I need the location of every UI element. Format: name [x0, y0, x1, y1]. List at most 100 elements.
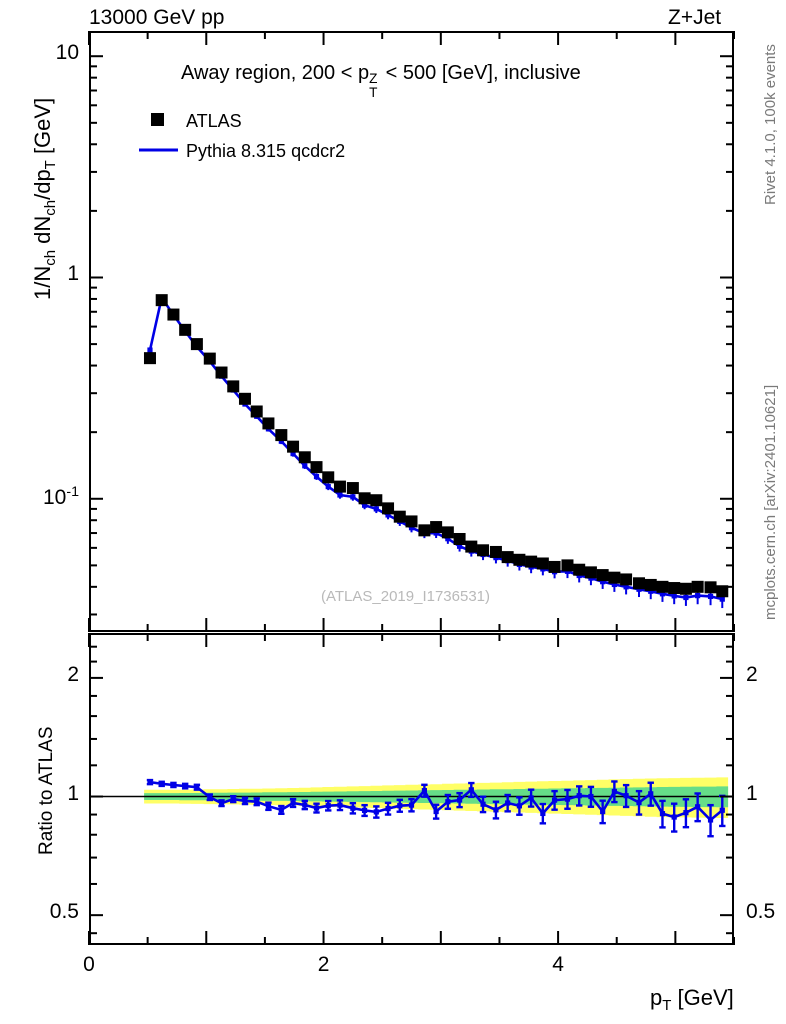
ratio-marker	[421, 788, 427, 794]
ratio-plot-frame	[89, 633, 734, 945]
ratio-marker	[325, 803, 331, 809]
ratio-marker	[290, 800, 296, 806]
y-ratio-tick-label-right-1: 1	[746, 781, 758, 805]
ratio-marker	[230, 796, 236, 802]
atlas-marker	[167, 308, 180, 321]
ratio-marker	[278, 807, 284, 813]
atlas-marker	[465, 540, 478, 553]
pythia-marker	[719, 596, 725, 602]
atlas-marker	[250, 405, 263, 418]
y-ratio-tick-label-1: 1	[67, 781, 79, 805]
pythia-marker	[350, 494, 356, 500]
y-main-tick-label-2: 10-1	[42, 483, 79, 509]
y-ratio-tick-label-right-0: 2	[746, 662, 758, 686]
ratio-marker	[611, 788, 617, 795]
ratio-marker	[433, 808, 439, 815]
atlas-marker	[453, 532, 466, 545]
atlas-marker	[227, 380, 240, 393]
y-axis-main-label: 1/Nch dNch/dpT [GeV]	[30, 97, 60, 300]
y-main-tick-label-0: 10	[55, 41, 79, 65]
pythia-marker	[278, 438, 284, 444]
y-axis-ratio-label: Ratio to ATLAS	[36, 726, 57, 856]
y-ratio-tick-label-2: 0.5	[49, 900, 79, 924]
atlas-marker	[644, 578, 657, 591]
ratio-marker	[671, 814, 677, 820]
pythia-marker	[361, 502, 368, 508]
ratio-marker	[540, 810, 546, 817]
atlas-marker	[477, 544, 490, 557]
ratio-marker	[600, 808, 606, 815]
ratio-marker	[707, 817, 714, 823]
atlas-marker	[238, 392, 251, 405]
atlas-marker	[656, 580, 669, 593]
atlas-marker	[405, 515, 418, 528]
pythia-marker	[337, 492, 343, 498]
dataset-watermark: (ATLAS_2019_I1736531)	[321, 588, 491, 605]
y-ratio-tick-label-right-2: 0.5	[746, 900, 776, 924]
pythia-marker	[707, 593, 714, 600]
pythia-marker	[325, 484, 331, 490]
ratio-marker	[468, 787, 474, 793]
ratio-marker	[528, 795, 534, 801]
atlas-marker	[668, 582, 681, 595]
ratio-marker	[456, 797, 463, 803]
atlas-marker	[215, 366, 228, 379]
ratio-marker	[480, 801, 486, 807]
ratio-marker	[493, 807, 499, 813]
pythia-marker	[648, 588, 654, 594]
atlas-marker	[190, 338, 203, 351]
x-tick-label-0: 0	[83, 953, 95, 976]
pythia-marker	[683, 594, 689, 601]
atlas-marker	[203, 352, 216, 365]
atlas-marker	[620, 573, 633, 586]
pythia-marker	[385, 512, 391, 518]
atlas-marker	[262, 417, 275, 430]
side-label-mcplots: mcplots.cern.ch [arXiv:2401.10621]	[762, 384, 779, 620]
side-label-rivet: Rivet 4.1.0, 100k events	[762, 44, 779, 205]
ratio-marker	[207, 794, 213, 800]
ratio-marker	[361, 807, 368, 814]
atlas-marker	[298, 451, 311, 464]
atlas-marker	[275, 429, 288, 442]
atlas-marker	[430, 521, 443, 534]
atlas-marker	[441, 526, 454, 539]
atlas-marker	[561, 559, 574, 572]
ratio-marker	[683, 810, 689, 816]
atlas-marker	[536, 557, 549, 570]
ratio-marker	[648, 791, 654, 797]
ratio-marker	[265, 803, 272, 809]
pythia-marker	[408, 525, 415, 531]
ratio-marker	[636, 799, 642, 806]
pythia-marker	[659, 591, 666, 597]
y-main-tick-label-1: 1	[67, 262, 79, 286]
ratio-marker	[695, 804, 701, 810]
atlas-marker	[346, 482, 359, 495]
atlas-marker	[393, 510, 406, 523]
ratio-marker	[551, 797, 558, 803]
pythia-marker	[623, 584, 629, 590]
pythia-marker	[456, 543, 463, 549]
pythia-marker	[373, 506, 379, 512]
x-tick-label-1: 2	[317, 953, 330, 976]
ratio-marker	[623, 793, 629, 799]
ratio-marker	[302, 802, 308, 808]
pythia-marker	[302, 463, 308, 469]
x-axis-label: pT [GeV]	[650, 985, 734, 1015]
ratio-marker	[373, 809, 379, 815]
atlas-marker	[370, 494, 383, 507]
ratio-marker	[408, 802, 415, 808]
atlas-marker	[525, 555, 538, 568]
pythia-marker	[147, 347, 153, 353]
ratio-marker	[397, 803, 403, 809]
ratio-marker	[576, 793, 582, 799]
ratio-marker	[385, 805, 391, 812]
ratio-marker	[516, 803, 522, 809]
pythia-marker	[445, 536, 451, 542]
atlas-marker	[418, 524, 431, 537]
atlas-marker	[489, 545, 502, 558]
ratio-marker	[564, 796, 571, 802]
atlas-marker	[548, 560, 561, 573]
pythia-marker	[695, 593, 701, 599]
